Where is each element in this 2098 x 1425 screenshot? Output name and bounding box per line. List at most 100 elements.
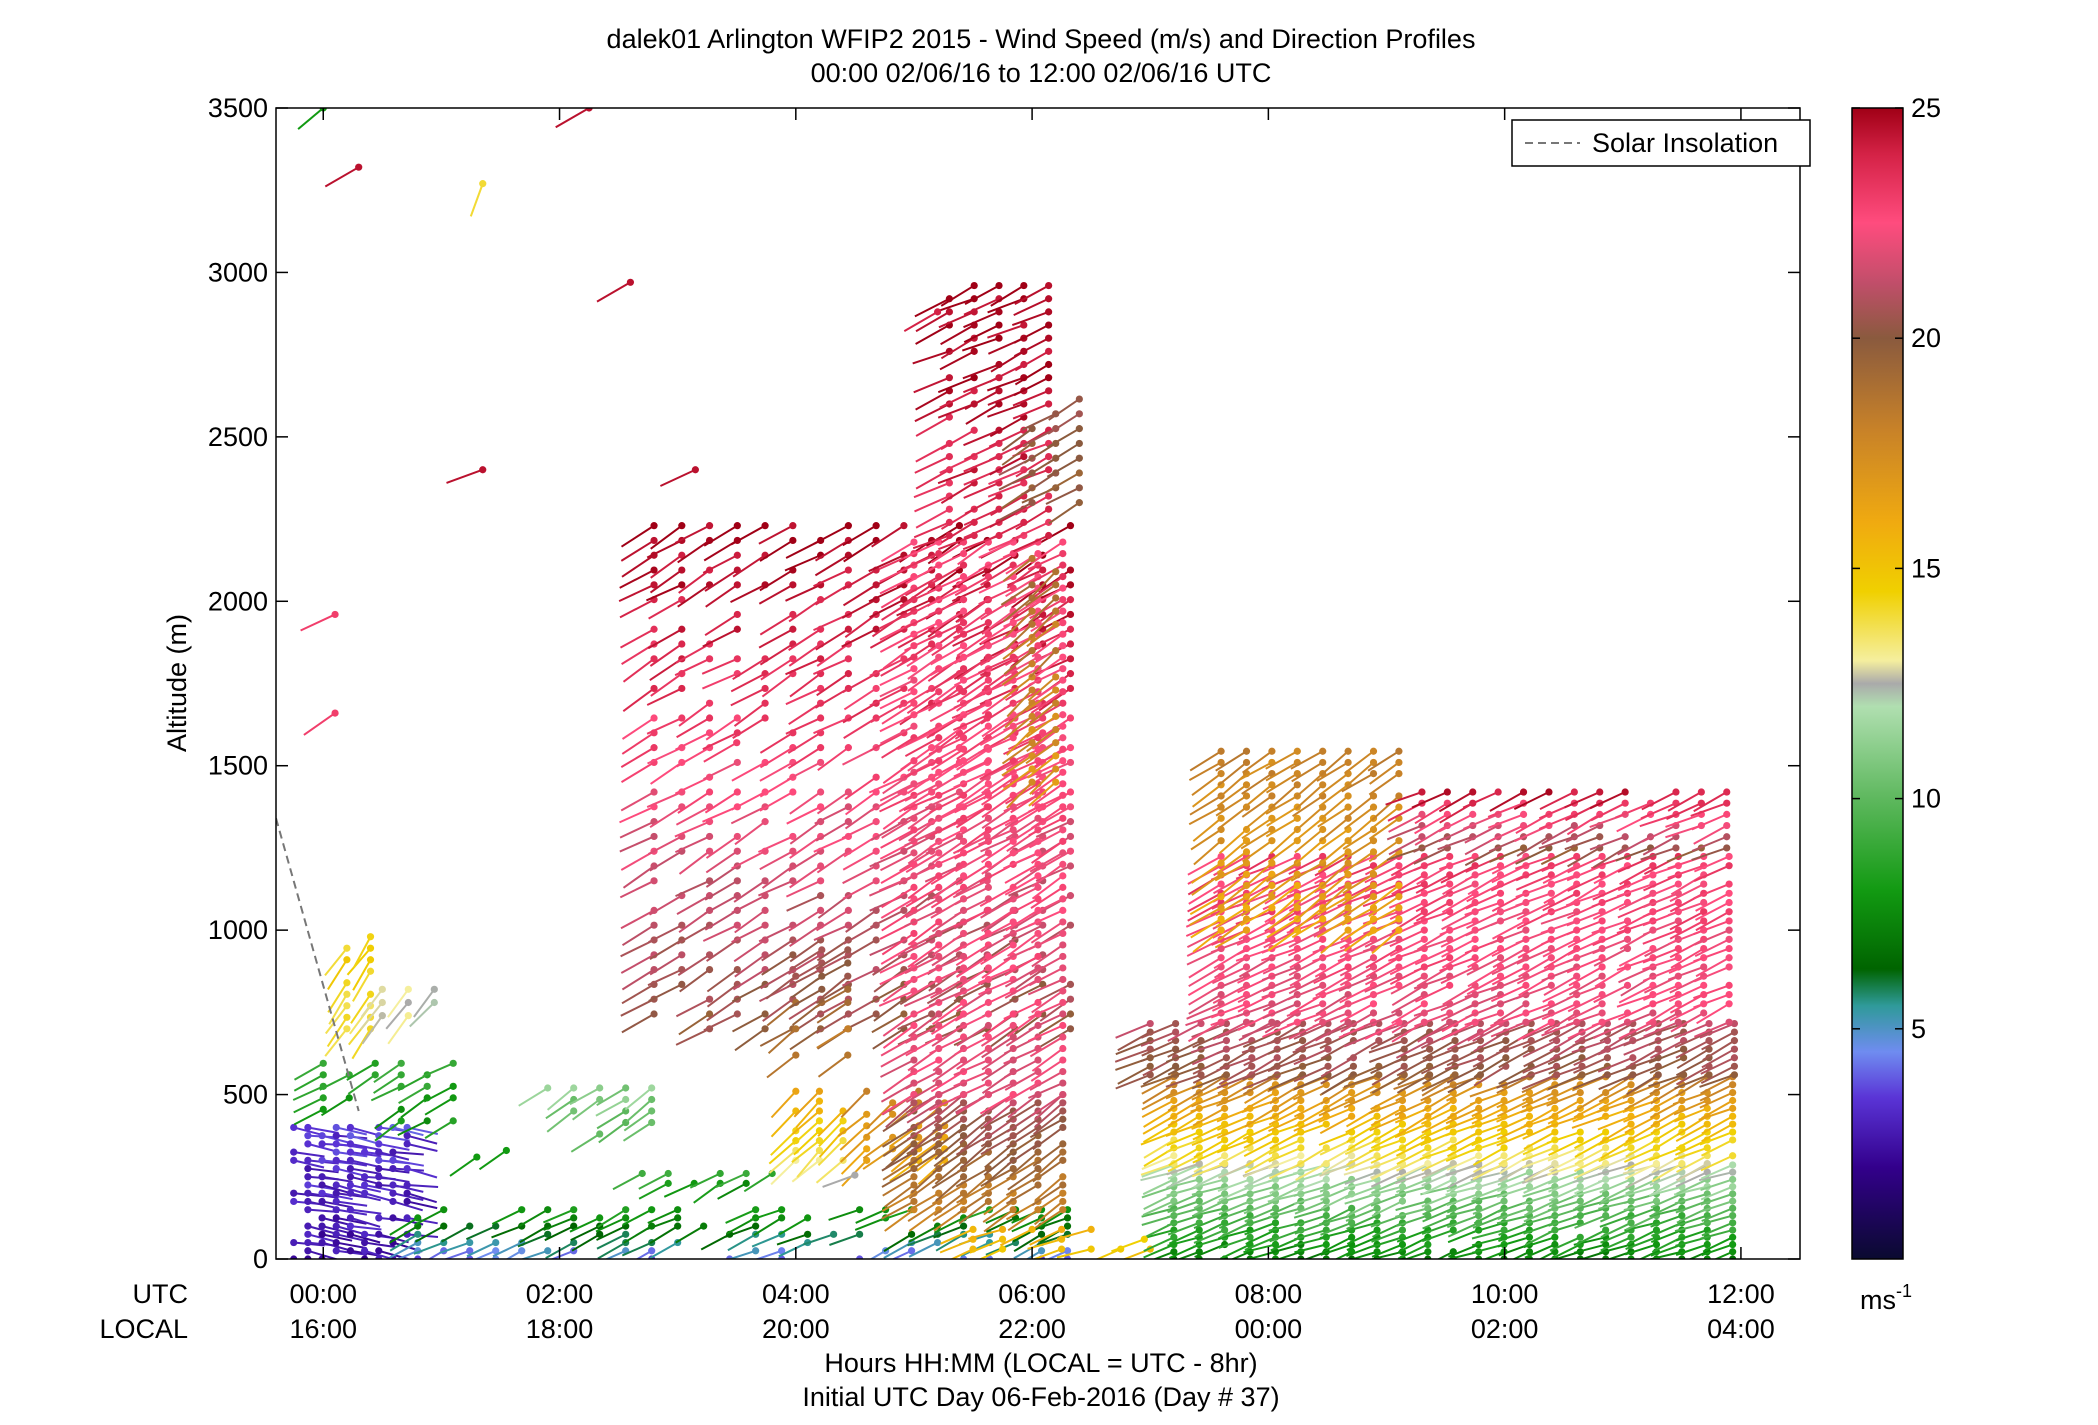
wind-barb (346, 1140, 382, 1151)
wind-barb (778, 1214, 812, 1236)
wind-barb (818, 972, 852, 1001)
wind-barb (389, 1214, 422, 1236)
wind-barb (621, 714, 658, 740)
wind-barb (828, 1206, 864, 1221)
x-axis-label-line1: Hours HH:MM (LOCAL = UTC - 8hr) (824, 1348, 1257, 1378)
wind-barb (677, 788, 714, 814)
plot-area (276, 108, 1739, 1259)
wind-barb (813, 566, 852, 588)
wind-barb (1693, 862, 1733, 883)
wind-barb (361, 1238, 396, 1248)
wind-barb (397, 1117, 431, 1137)
x-tick-label-local: 20:00 (762, 1314, 830, 1344)
colorbar-fill (1851, 107, 1904, 1260)
wind-barb (789, 985, 826, 1009)
wind-barb (375, 1255, 389, 1259)
y-tick-label: 0 (253, 1244, 268, 1274)
wind-barb (715, 1169, 750, 1189)
wind-barb (318, 1214, 353, 1227)
x-tick-label-local: 22:00 (998, 1314, 1066, 1344)
wind-barb (441, 1222, 474, 1243)
wind-barb (318, 1222, 353, 1235)
wind-barb (753, 1214, 786, 1236)
wind-barb (618, 581, 658, 603)
wind-barb (649, 640, 686, 667)
wind-barb (622, 655, 658, 683)
wind-barb (385, 998, 412, 1030)
wind-barb (937, 400, 978, 419)
wind-barb (619, 832, 658, 853)
wind-barb (882, 1173, 918, 1197)
wind-barb (816, 788, 852, 815)
wind-barb (881, 1197, 918, 1220)
wind-barb (1111, 1235, 1148, 1253)
wind-barb (478, 1146, 510, 1171)
wind-barb (949, 1245, 977, 1259)
colorbar-unit-base: ms (1860, 1285, 1896, 1315)
wind-barb (324, 163, 363, 188)
wind-barb (759, 536, 797, 562)
wind-barb (840, 1087, 871, 1118)
wind-barb (353, 933, 375, 969)
wind-barb (934, 1156, 968, 1185)
wind-barb (520, 1247, 552, 1259)
wind-barb (375, 1140, 410, 1151)
wind-barb (987, 321, 1028, 339)
wind-barb (788, 906, 825, 932)
wind-barb (703, 1010, 741, 1032)
wind-barb (702, 921, 741, 942)
wind-barb (293, 1094, 327, 1114)
wind-barb (374, 1105, 405, 1130)
wind-barb (758, 581, 797, 605)
wind-barb (674, 522, 714, 544)
wind-barb (389, 1230, 422, 1252)
wind-barb (675, 995, 714, 1018)
wind-barb (933, 1099, 968, 1127)
wind-barb (346, 1230, 381, 1244)
wind-barb (647, 625, 686, 650)
wind-barb (1037, 803, 1075, 827)
wind-barb (324, 1025, 351, 1057)
wind-barb (787, 744, 825, 770)
wind-barb (414, 1255, 422, 1259)
wind-barb (704, 788, 741, 814)
wind-barb (571, 1230, 604, 1252)
wind-barb (871, 522, 908, 548)
wind-barb (702, 551, 741, 574)
wind-barb (724, 1222, 760, 1238)
x-tick-label-local: 04:00 (1707, 1314, 1775, 1344)
wind-barb (648, 921, 686, 943)
wind-barb (856, 1255, 864, 1259)
wind-barb (327, 956, 351, 990)
wind-barb (518, 1206, 552, 1227)
wind-barb (785, 714, 825, 735)
wind-barb (706, 980, 741, 1008)
wind-barb (674, 832, 714, 854)
x-tick-label-utc: 08:00 (1235, 1279, 1303, 1309)
wind-barb (842, 522, 880, 547)
utc-row-label: UTC (133, 1279, 189, 1309)
wind-barb (705, 581, 741, 608)
wind-barb (1046, 1247, 1072, 1259)
wind-barb (318, 1173, 353, 1183)
wind-barb (623, 1107, 656, 1132)
wind-barb (649, 1222, 682, 1244)
wind-barb (1036, 1214, 1072, 1230)
wind-barb (871, 1010, 908, 1034)
wind-barb (1036, 980, 1075, 1002)
wind-barb (413, 985, 438, 1018)
wind-barb (543, 1214, 578, 1231)
colorbar-tick-label: 20 (1911, 323, 1941, 353)
wind-barb (813, 522, 852, 545)
wind-barb (703, 522, 741, 547)
wind-barb (570, 1130, 604, 1153)
wind-barb (986, 374, 1028, 392)
wind-barb (754, 1247, 786, 1259)
wind-barb (880, 1044, 918, 1068)
wind-barb (325, 1002, 351, 1035)
wind-barb (373, 1059, 405, 1084)
wind-barb (678, 847, 714, 875)
wind-barb (929, 711, 968, 734)
wind-barb (619, 877, 658, 899)
